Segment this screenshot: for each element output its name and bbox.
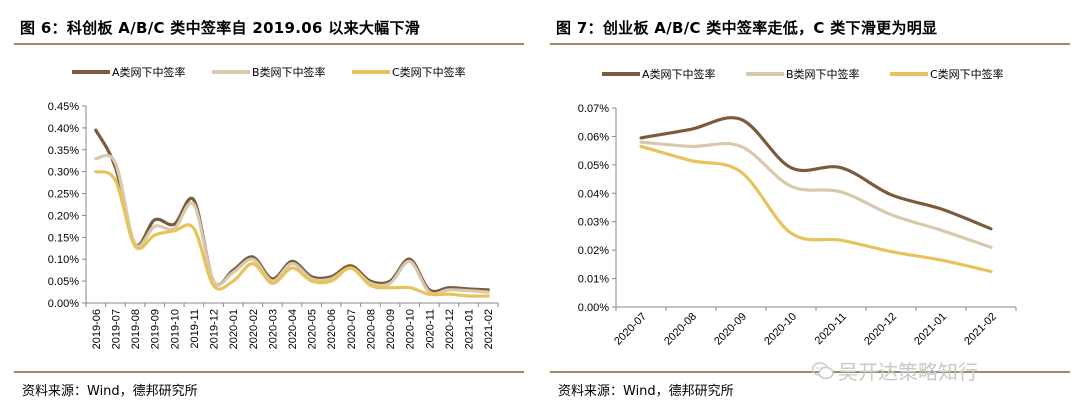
y-tick-label: 0.00% xyxy=(578,302,609,314)
y-axis: 0.00% 0.01% 0.02% 0.03% 0.04% 0.05% 0.06% 0.07% xyxy=(578,103,617,314)
series-line xyxy=(639,140,993,249)
x-tick-label: 2020-08 xyxy=(365,309,377,349)
title-rule xyxy=(550,43,1070,45)
figure-title: 图 7：创业板 A/B/C 类中签率走低，C 类下滑更为明显 xyxy=(556,19,938,37)
y-tick-label: 0.30% xyxy=(48,167,79,179)
legend: A类网下中签率 B类网下中签率 C类网下中签率 xyxy=(602,67,1004,81)
legend-item: B类网下中签率 xyxy=(212,65,326,79)
y-tick-label: 0.04% xyxy=(578,188,609,200)
x-tick-label: 2020-04 xyxy=(287,309,299,349)
watermark-text: 吴开达策略知行 xyxy=(838,360,978,384)
x-axis: 2019-06 2019-07 2019-08 2019-09 2019-10 2019-… xyxy=(85,302,499,349)
x-tick-label: 2020-10 xyxy=(405,309,417,349)
y-tick-label: 0.05% xyxy=(48,276,79,288)
series-group xyxy=(639,116,993,274)
legend-label: C类网下中签率 xyxy=(930,67,1004,81)
watermark: 吴开达策略知行 xyxy=(812,356,978,385)
x-tick-label: 2019-12 xyxy=(209,309,221,349)
x-tick-label: 2019-11 xyxy=(189,309,201,349)
legend: A类网下中签率 B类网下中签率 C类网下中签率 xyxy=(72,65,466,79)
chart-panel-right: 图 7：创业板 A/B/C 类中签率走低，C 类下滑更为明显 A类网下中签率 B类… xyxy=(548,0,1080,416)
line-chart-star-market: A类网下中签率 B类网下中签率 C类网下中签率 0.00% 0.05% 0.10% 0.15… xyxy=(48,65,499,349)
x-axis: 2020-07 2020-08 2020-09 2020-10 2020-11 2020-… xyxy=(612,306,1017,348)
x-tick-label: 2020-07 xyxy=(612,311,649,348)
x-tick-label: 2020-12 xyxy=(862,311,899,348)
x-tick-label: 2020-03 xyxy=(267,309,279,349)
x-tick-label: 2020-08 xyxy=(662,311,699,348)
y-tick-label: 0.15% xyxy=(48,232,79,244)
x-tick-label: 2020-06 xyxy=(326,309,338,349)
legend-label: C类网下中签率 xyxy=(392,65,466,79)
x-tick-label: 2020-11 xyxy=(813,311,849,347)
y-tick-label: 0.05% xyxy=(578,160,609,172)
legend-item: C类网下中签率 xyxy=(352,65,466,79)
y-tick-label: 0.45% xyxy=(48,101,79,113)
x-tick-label: 2020-07 xyxy=(346,309,358,349)
y-tick-label: 0.03% xyxy=(578,217,609,229)
x-tick-label: 2020-09 xyxy=(385,309,397,349)
series-line xyxy=(639,144,993,274)
figure-title: 图 6：科创板 A/B/C 类中签率自 2019.06 以来大幅下滑 xyxy=(20,19,421,37)
wechat-icon xyxy=(812,361,834,379)
x-tick-label: 2021-01 xyxy=(912,311,949,348)
y-tick-label: 0.00% xyxy=(48,298,79,310)
legend-item: B类网下中签率 xyxy=(746,67,860,81)
chart-panel-left: 图 6：科创板 A/B/C 类中签率自 2019.06 以来大幅下滑 A类网下中… xyxy=(0,0,530,416)
source-rule xyxy=(550,371,1070,373)
title-rule xyxy=(14,43,524,45)
y-axis: 0.00% 0.05% 0.10% 0.15% 0.20% 0.25% 0.30% 0.35%… xyxy=(48,101,87,310)
series-group xyxy=(94,128,490,298)
legend-label: B类网下中签率 xyxy=(252,65,326,79)
x-tick-label: 2020-02 xyxy=(248,309,260,349)
source-note: 资料来源：Wind，德邦研究所 xyxy=(558,384,734,399)
legend-label: A类网下中签率 xyxy=(112,65,186,79)
x-tick-label: 2020-09 xyxy=(712,311,749,348)
legend-item: A类网下中签率 xyxy=(602,67,716,81)
legend-label: A类网下中签率 xyxy=(642,67,716,81)
x-tick-label: 2020-12 xyxy=(444,309,456,349)
y-tick-label: 0.07% xyxy=(578,103,609,115)
y-tick-label: 0.25% xyxy=(48,189,79,201)
source-note: 资料来源：Wind，德邦研究所 xyxy=(22,384,198,399)
x-tick-label: 2020-11 xyxy=(424,309,436,349)
x-tick-label: 2021-01 xyxy=(464,309,476,349)
series-line xyxy=(94,153,490,296)
y-tick-label: 0.02% xyxy=(578,245,609,257)
x-tick-label: 2021-02 xyxy=(483,309,495,349)
y-tick-label: 0.06% xyxy=(578,131,609,143)
x-tick-label: 2019-06 xyxy=(91,309,103,349)
x-tick-label: 2020-01 xyxy=(228,309,240,349)
x-tick-label: 2020-05 xyxy=(307,309,319,349)
line-chart-chinext: A类网下中签率 B类网下中签率 C类网下中签率 0.00% 0.01% 0.02% 0.03… xyxy=(578,67,1017,348)
legend-item: A类网下中签率 xyxy=(72,65,186,79)
legend-item: C类网下中签率 xyxy=(890,67,1004,81)
x-tick-label: 2019-07 xyxy=(110,309,122,349)
x-tick-label: 2019-08 xyxy=(130,309,142,349)
x-tick-label: 2021-02 xyxy=(962,311,999,348)
y-tick-label: 0.40% xyxy=(48,123,79,135)
x-tick-label: 2019-09 xyxy=(150,309,162,349)
y-tick-label: 0.01% xyxy=(578,274,609,286)
source-rule xyxy=(14,371,524,373)
y-tick-label: 0.10% xyxy=(48,254,79,266)
y-tick-label: 0.20% xyxy=(48,210,79,222)
y-tick-label: 0.35% xyxy=(48,145,79,157)
legend-label: B类网下中签率 xyxy=(786,67,860,81)
x-tick-label: 2020-10 xyxy=(762,311,799,348)
series-line xyxy=(94,170,490,298)
series-line xyxy=(639,116,993,231)
x-tick-label: 2019-10 xyxy=(169,309,181,349)
